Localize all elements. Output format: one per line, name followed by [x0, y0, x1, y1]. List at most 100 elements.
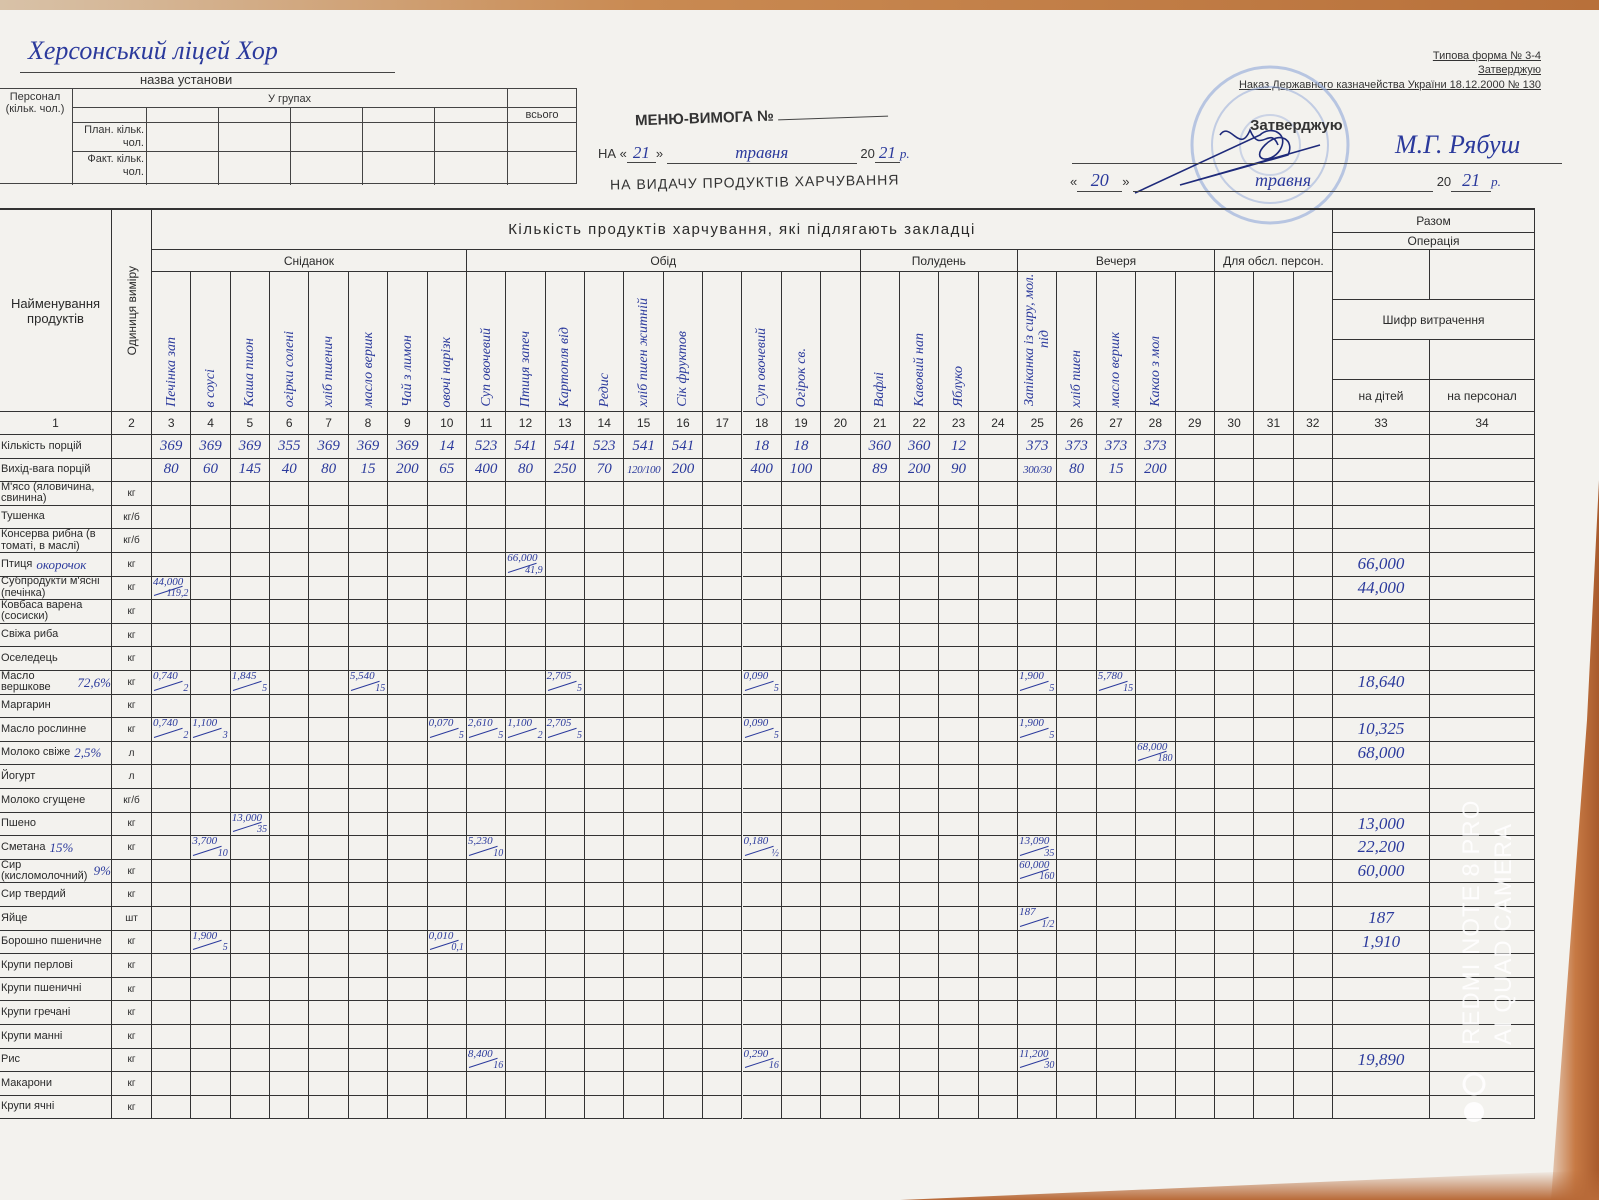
quantity-cell[interactable] — [703, 1048, 743, 1073]
quantity-cell[interactable] — [899, 600, 940, 624]
quantity-cell[interactable] — [742, 907, 782, 931]
quantity-cell[interactable] — [1293, 553, 1333, 577]
quantity-cell[interactable] — [860, 671, 900, 695]
quantity-cell[interactable] — [821, 1048, 861, 1073]
quantity-cell[interactable] — [466, 482, 507, 506]
quantity-cell[interactable]: 0,070 5 — [427, 718, 467, 742]
quantity-cell[interactable] — [703, 718, 743, 742]
quantity-cell[interactable] — [899, 482, 940, 506]
quantity-cell[interactable] — [1430, 741, 1535, 766]
weights-cell[interactable]: 80 — [1057, 458, 1097, 483]
quantity-cell[interactable] — [860, 529, 900, 553]
quantity-cell[interactable] — [1096, 623, 1137, 648]
quantity-cell[interactable] — [506, 694, 546, 719]
quantity-cell[interactable] — [939, 1095, 979, 1120]
quantity-cell[interactable] — [309, 553, 349, 577]
quantity-cell[interactable] — [1430, 576, 1535, 601]
quantity-cell[interactable] — [703, 1095, 743, 1120]
quantity-cell[interactable] — [899, 1048, 940, 1073]
quantity-cell[interactable] — [860, 482, 900, 506]
quantity-cell[interactable] — [742, 883, 782, 907]
quantity-cell[interactable] — [1136, 576, 1176, 601]
quantity-cell[interactable] — [545, 765, 586, 789]
quantity-cell[interactable] — [663, 576, 704, 601]
weights-cell[interactable]: 65 — [427, 458, 467, 483]
quantity-cell[interactable] — [1254, 883, 1294, 907]
quantity-cell[interactable] — [1293, 1095, 1333, 1120]
quantity-cell[interactable] — [663, 812, 704, 837]
quantity-cell[interactable] — [427, 907, 467, 931]
quantity-cell[interactable] — [191, 954, 231, 978]
quantity-cell[interactable] — [978, 529, 1019, 553]
quantity-cell[interactable] — [624, 1072, 664, 1096]
quantity-cell[interactable] — [152, 812, 192, 837]
quantity-cell[interactable] — [1175, 977, 1215, 1002]
quantity-cell[interactable] — [545, 1001, 586, 1025]
quantity-cell[interactable] — [1057, 1025, 1097, 1049]
quantity-cell[interactable] — [781, 647, 822, 671]
quantity-cell[interactable] — [978, 694, 1019, 719]
quantity-cell[interactable] — [1136, 553, 1176, 577]
quantity-cell[interactable] — [1175, 765, 1215, 789]
quantity-cell[interactable] — [270, 671, 310, 695]
quantity-cell[interactable] — [663, 930, 704, 955]
quantity-cell[interactable] — [1175, 812, 1215, 837]
quantity-cell[interactable] — [585, 1072, 625, 1096]
quantity-cell[interactable] — [348, 954, 389, 978]
quantity-cell[interactable] — [152, 482, 192, 506]
quantity-cell[interactable] — [1057, 694, 1097, 719]
quantity-cell[interactable] — [1175, 1048, 1215, 1073]
quantity-cell[interactable] — [1214, 907, 1255, 931]
quantity-cell[interactable] — [1057, 812, 1097, 837]
quantity-cell[interactable] — [230, 859, 271, 884]
quantity-cell[interactable] — [466, 694, 507, 719]
quantity-cell[interactable] — [152, 647, 192, 671]
quantity-cell[interactable] — [309, 883, 349, 907]
quantity-cell[interactable] — [506, 812, 546, 837]
quantity-cell[interactable] — [466, 1025, 507, 1049]
quantity-cell[interactable] — [388, 718, 428, 742]
quantity-cell[interactable] — [1175, 529, 1215, 553]
quantity-cell[interactable] — [1136, 907, 1176, 931]
quantity-cell[interactable] — [1096, 482, 1137, 506]
portions-cell[interactable]: 373 — [1136, 435, 1176, 459]
quantity-cell[interactable] — [821, 836, 861, 860]
quantity-cell[interactable] — [348, 623, 389, 648]
quantity-cell[interactable] — [899, 765, 940, 789]
quantity-cell[interactable] — [348, 859, 389, 884]
quantity-cell[interactable] — [309, 1072, 349, 1096]
quantity-cell[interactable] — [506, 954, 546, 978]
quantity-cell[interactable] — [1175, 883, 1215, 907]
quantity-cell[interactable] — [585, 482, 625, 506]
quantity-cell[interactable] — [152, 1095, 192, 1120]
quantity-cell[interactable] — [624, 907, 664, 931]
quantity-cell[interactable] — [1293, 1048, 1333, 1073]
quantity-cell[interactable] — [624, 977, 664, 1002]
quantity-cell[interactable] — [899, 812, 940, 837]
quantity-cell[interactable]: 13,000 — [1333, 812, 1430, 837]
quantity-cell[interactable] — [1254, 907, 1294, 931]
quantity-cell[interactable] — [427, 576, 467, 601]
quantity-cell[interactable] — [978, 859, 1019, 884]
quantity-cell[interactable] — [742, 812, 782, 837]
quantity-cell[interactable] — [1136, 1025, 1176, 1049]
quantity-cell[interactable] — [388, 1001, 428, 1025]
quantity-cell[interactable] — [939, 647, 979, 671]
quantity-cell[interactable]: 1,900 5 — [1018, 718, 1058, 742]
quantity-cell[interactable] — [1136, 1095, 1176, 1120]
quantity-cell[interactable] — [152, 765, 192, 789]
quantity-cell[interactable] — [585, 671, 625, 695]
quantity-cell[interactable] — [978, 505, 1019, 530]
quantity-cell[interactable] — [978, 977, 1019, 1002]
quantity-cell[interactable] — [860, 836, 900, 860]
portions-cell[interactable] — [978, 435, 1019, 459]
quantity-cell[interactable] — [348, 930, 389, 955]
quantity-cell[interactable] — [1214, 694, 1255, 719]
quantity-cell[interactable] — [191, 741, 231, 766]
quantity-cell[interactable] — [1175, 623, 1215, 648]
quantity-cell[interactable] — [781, 482, 822, 506]
quantity-cell[interactable] — [270, 859, 310, 884]
quantity-cell[interactable] — [506, 977, 546, 1002]
quantity-cell[interactable] — [860, 694, 900, 719]
quantity-cell[interactable] — [545, 836, 586, 860]
